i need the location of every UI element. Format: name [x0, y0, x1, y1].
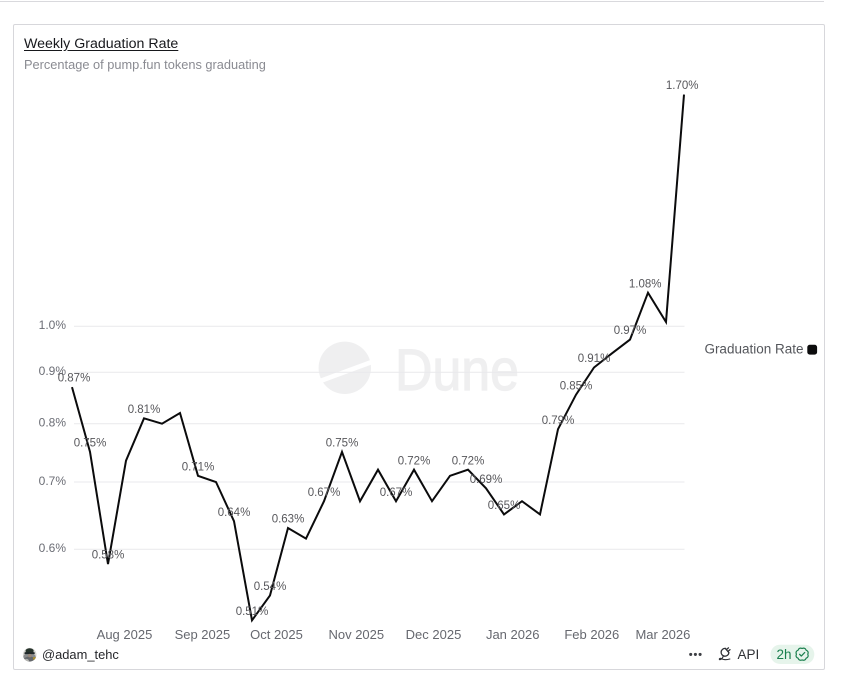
svg-text:0.81%: 0.81% [128, 404, 161, 416]
svg-text:0.69%: 0.69% [470, 474, 503, 486]
svg-text:0.51%: 0.51% [236, 606, 269, 618]
svg-text:1.08%: 1.08% [629, 278, 662, 290]
svg-text:0.75%: 0.75% [326, 438, 359, 450]
svg-text:Oct 2025: Oct 2025 [250, 627, 303, 642]
svg-text:Feb 2026: Feb 2026 [564, 627, 619, 642]
svg-text:2h: 2h [777, 647, 792, 662]
svg-text:0.9%: 0.9% [39, 364, 67, 378]
svg-text:0.58%: 0.58% [92, 550, 125, 562]
svg-text:0.79%: 0.79% [542, 415, 575, 427]
svg-text:0.65%: 0.65% [488, 500, 521, 512]
svg-text:0.71%: 0.71% [182, 461, 215, 473]
svg-text:0.64%: 0.64% [218, 507, 251, 519]
svg-text:Graduation Rate: Graduation Rate [704, 341, 803, 356]
svg-text:0.67%: 0.67% [308, 487, 341, 499]
svg-text:0.85%: 0.85% [560, 380, 593, 392]
svg-text:1.70%: 1.70% [666, 80, 699, 92]
svg-text:0.6%: 0.6% [39, 541, 67, 555]
svg-text:1.0%: 1.0% [39, 318, 67, 332]
svg-text:0.7%: 0.7% [39, 474, 67, 488]
svg-text:Nov 2025: Nov 2025 [328, 627, 384, 642]
svg-text:Aug 2025: Aug 2025 [97, 627, 153, 642]
svg-text:Jan 2026: Jan 2026 [486, 627, 540, 642]
svg-text:Mar 2026: Mar 2026 [635, 627, 690, 642]
svg-text:0.87%: 0.87% [58, 373, 91, 385]
svg-text:0.63%: 0.63% [272, 514, 305, 526]
svg-text:0.97%: 0.97% [614, 325, 647, 337]
svg-text:0.67%: 0.67% [380, 487, 413, 499]
svg-text:0.72%: 0.72% [452, 455, 485, 467]
svg-text:Sep 2025: Sep 2025 [175, 627, 231, 642]
svg-text:0.91%: 0.91% [578, 353, 611, 365]
svg-text:0.54%: 0.54% [254, 581, 287, 593]
svg-text:0.72%: 0.72% [398, 455, 431, 467]
svg-text:0.75%: 0.75% [74, 438, 107, 450]
svg-text:API: API [738, 647, 760, 662]
svg-text:0.8%: 0.8% [39, 416, 67, 430]
svg-text:Dune: Dune [395, 338, 519, 403]
svg-text:Dec 2025: Dec 2025 [406, 627, 462, 642]
